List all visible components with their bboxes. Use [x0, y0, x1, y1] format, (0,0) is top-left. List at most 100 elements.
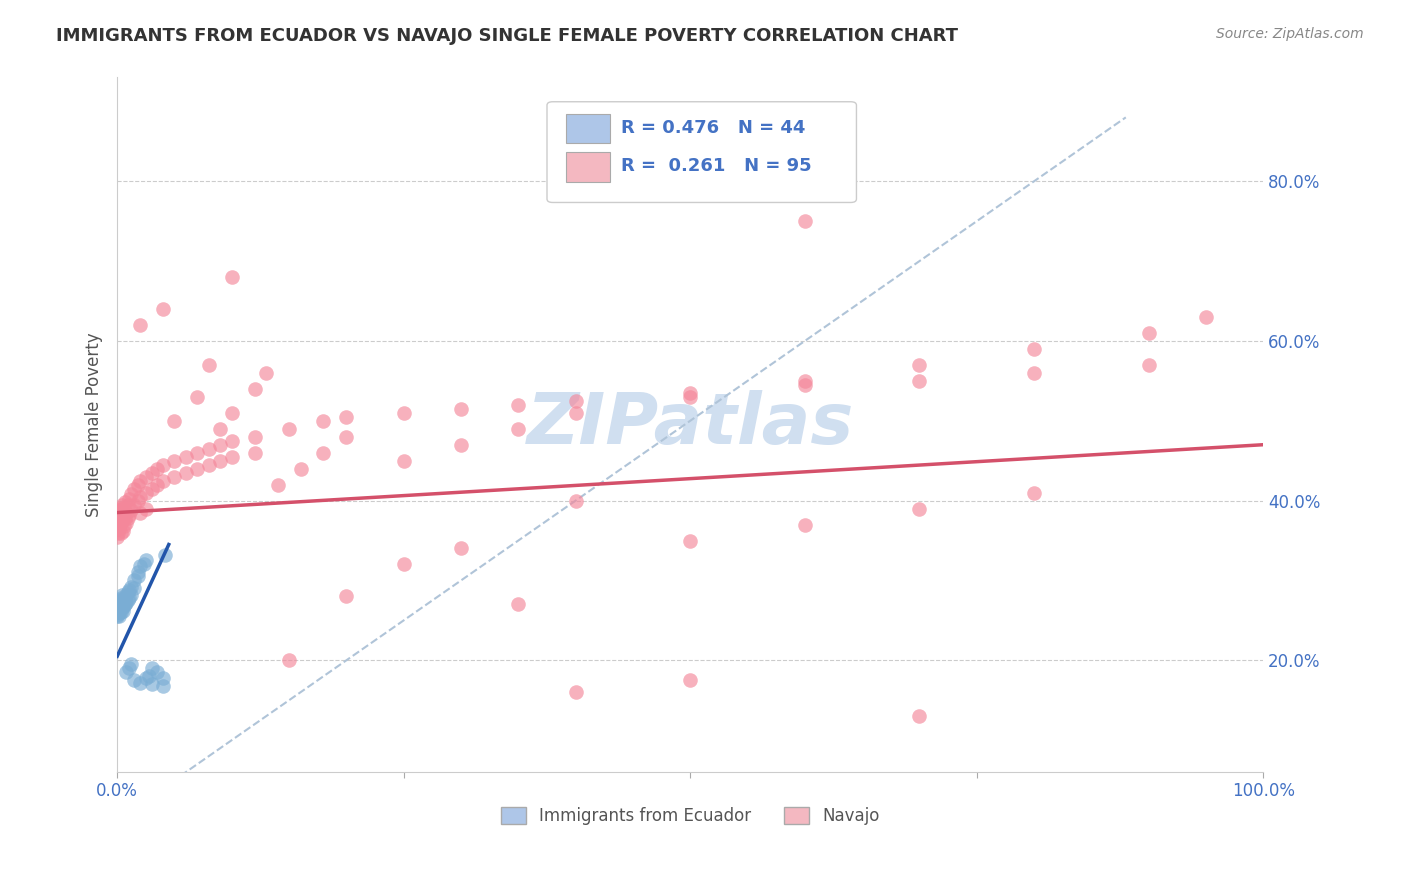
Point [107, 509, 129, 524]
Point [908, 358, 931, 372]
Point [1022, 342, 1045, 356]
Point [1022, 366, 1045, 380]
Point [278, 653, 301, 667]
Point [129, 490, 152, 504]
Point [118, 491, 141, 506]
Point [117, 593, 139, 607]
Point [105, 609, 128, 624]
Point [120, 503, 142, 517]
Point [107, 525, 129, 540]
Point [186, 390, 208, 404]
Point [111, 593, 134, 607]
Point [115, 506, 138, 520]
Point [392, 406, 415, 420]
Point [105, 606, 128, 620]
Point [117, 585, 139, 599]
Point [105, 601, 128, 615]
Point [243, 430, 266, 444]
Point [278, 422, 301, 436]
Point [111, 514, 134, 528]
Point [110, 525, 132, 540]
Point [124, 673, 146, 688]
Point [120, 487, 142, 501]
Point [110, 596, 132, 610]
Point [127, 477, 149, 491]
Point [152, 679, 174, 693]
Point [108, 606, 131, 620]
Point [138, 669, 160, 683]
Point [108, 598, 131, 612]
Point [118, 508, 141, 522]
Point [335, 409, 357, 424]
Point [124, 574, 146, 588]
Point [127, 566, 149, 580]
Point [110, 599, 132, 613]
Point [135, 553, 157, 567]
Point [105, 598, 128, 612]
Point [221, 450, 243, 464]
Point [107, 607, 129, 621]
Point [155, 548, 177, 562]
Point [793, 517, 815, 532]
Point [110, 501, 132, 516]
Point [110, 606, 132, 620]
Point [564, 493, 586, 508]
Point [152, 474, 174, 488]
Legend: Immigrants from Ecuador, Navajo: Immigrants from Ecuador, Navajo [492, 798, 889, 833]
Point [174, 466, 197, 480]
Point [1022, 485, 1045, 500]
Point [118, 591, 141, 605]
Point [114, 511, 136, 525]
Point [163, 414, 186, 428]
Point [141, 661, 163, 675]
Point [118, 582, 141, 597]
Point [312, 445, 335, 459]
Point [209, 438, 232, 452]
Text: ZIPatlas: ZIPatlas [527, 390, 853, 459]
Point [105, 514, 128, 528]
Point [141, 466, 163, 480]
Point [198, 458, 221, 472]
Point [135, 485, 157, 500]
Point [110, 591, 132, 605]
Point [108, 601, 131, 615]
Point [335, 590, 357, 604]
Text: IMMIGRANTS FROM ECUADOR VS NAVAJO SINGLE FEMALE POVERTY CORRELATION CHART: IMMIGRANTS FROM ECUADOR VS NAVAJO SINGLE… [56, 27, 959, 45]
Point [112, 500, 135, 514]
Point [221, 434, 243, 448]
Point [120, 580, 142, 594]
Point [129, 506, 152, 520]
Point [186, 461, 208, 475]
Point [114, 598, 136, 612]
Point [450, 401, 472, 416]
Point [793, 377, 815, 392]
Point [508, 398, 530, 412]
Point [290, 461, 312, 475]
Point [117, 511, 139, 525]
Point [111, 498, 134, 512]
Point [209, 422, 232, 436]
Point [335, 430, 357, 444]
Point [118, 661, 141, 675]
Text: Source: ZipAtlas.com: Source: ZipAtlas.com [1216, 27, 1364, 41]
Point [132, 558, 155, 572]
Point [564, 406, 586, 420]
Point [124, 582, 146, 596]
Point [115, 596, 138, 610]
Point [107, 593, 129, 607]
Point [135, 671, 157, 685]
Point [450, 438, 472, 452]
Point [115, 588, 138, 602]
Text: R =  0.261   N = 95: R = 0.261 N = 95 [621, 157, 813, 176]
Point [163, 469, 186, 483]
Point [221, 270, 243, 285]
Point [146, 665, 169, 680]
Point [163, 453, 186, 467]
Point [127, 569, 149, 583]
Point [679, 673, 702, 688]
Point [108, 506, 131, 520]
Point [112, 593, 135, 607]
Point [152, 458, 174, 472]
Point [679, 385, 702, 400]
Point [146, 477, 169, 491]
